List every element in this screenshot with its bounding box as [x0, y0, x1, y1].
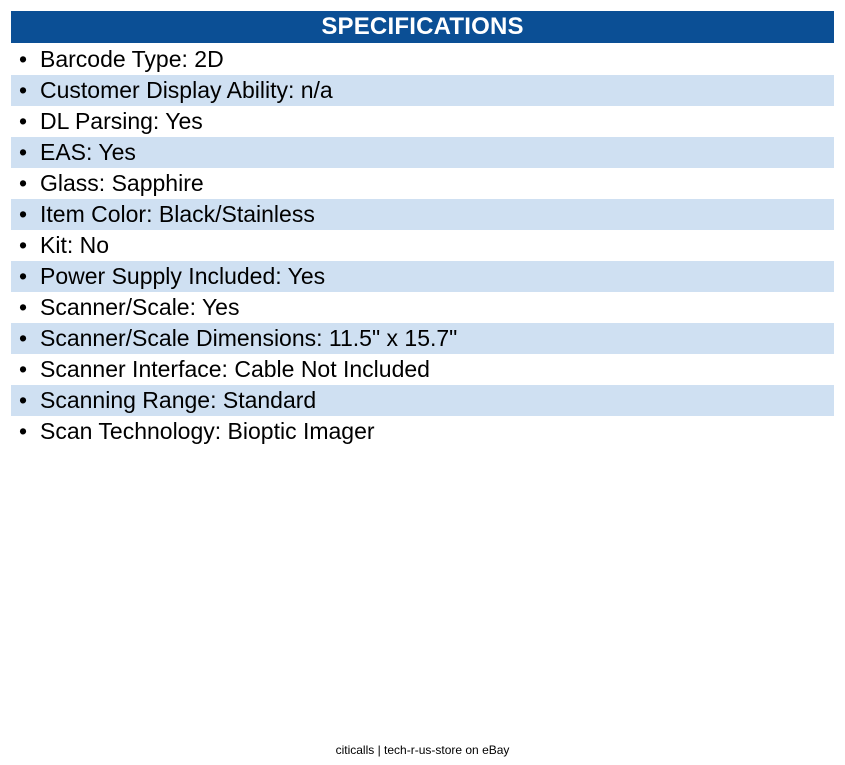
spec-text: Power Supply Included: Yes — [40, 263, 326, 289]
specifications-header: SPECIFICATIONS — [11, 11, 834, 43]
spec-text: Kit: No — [40, 232, 110, 258]
bullet-icon: • — [19, 139, 28, 165]
spec-text: Scanning Range: Standard — [40, 387, 317, 413]
bullet-icon: • — [19, 108, 28, 134]
spec-text: Scan Technology: Bioptic Imager — [40, 418, 375, 444]
spec-text: Customer Display Ability: n/a — [40, 77, 333, 103]
bullet-icon: • — [19, 170, 28, 196]
spec-text: Glass: Sapphire — [40, 170, 204, 196]
bullet-icon: • — [19, 46, 28, 72]
spec-row: • Barcode Type: 2D — [11, 44, 834, 75]
spec-row: • Item Color: Black/Stainless — [11, 199, 834, 230]
spec-row: • Power Supply Included: Yes — [11, 261, 834, 292]
bullet-icon: • — [19, 418, 28, 444]
spec-row: • DL Parsing: Yes — [11, 106, 834, 137]
spec-row: • Kit: No — [11, 230, 834, 261]
bullet-icon: • — [19, 356, 28, 382]
specifications-list: • Barcode Type: 2D • Customer Display Abil… — [11, 44, 834, 447]
spec-text: Scanner/Scale: Yes — [40, 294, 240, 320]
bullet-icon: • — [19, 325, 28, 351]
spec-text: Scanner/Scale Dimensions: 11.5" x 15.7" — [40, 325, 458, 351]
footer-credit: citicalls | tech-r-us-store on eBay — [335, 743, 510, 757]
spec-row: • Glass: Sapphire — [11, 168, 834, 199]
spec-row: • Scan Technology: Bioptic Imager — [11, 416, 834, 447]
bullet-icon: • — [19, 294, 28, 320]
spec-text: Scanner Interface: Cable Not Included — [40, 356, 430, 382]
spec-row: • Scanner Interface: Cable Not Included — [11, 354, 834, 385]
bullet-icon: • — [19, 201, 28, 227]
spec-row: • Scanner/Scale Dimensions: 11.5" x 15.7" — [11, 323, 834, 354]
spec-row: • Scanner/Scale: Yes — [11, 292, 834, 323]
spec-row: • Customer Display Ability: n/a — [11, 75, 834, 106]
spec-row: • EAS: Yes — [11, 137, 834, 168]
bullet-icon: • — [19, 387, 28, 413]
bullet-icon: • — [19, 263, 28, 289]
spec-text: EAS: Yes — [40, 139, 136, 165]
bullet-icon: • — [19, 77, 28, 103]
spec-text: Item Color: Black/Stainless — [40, 201, 315, 227]
spec-row: • Scanning Range: Standard — [11, 385, 834, 416]
spec-text: DL Parsing: Yes — [40, 108, 203, 134]
bullet-icon: • — [19, 232, 28, 258]
spec-text: Barcode Type: 2D — [40, 46, 224, 72]
